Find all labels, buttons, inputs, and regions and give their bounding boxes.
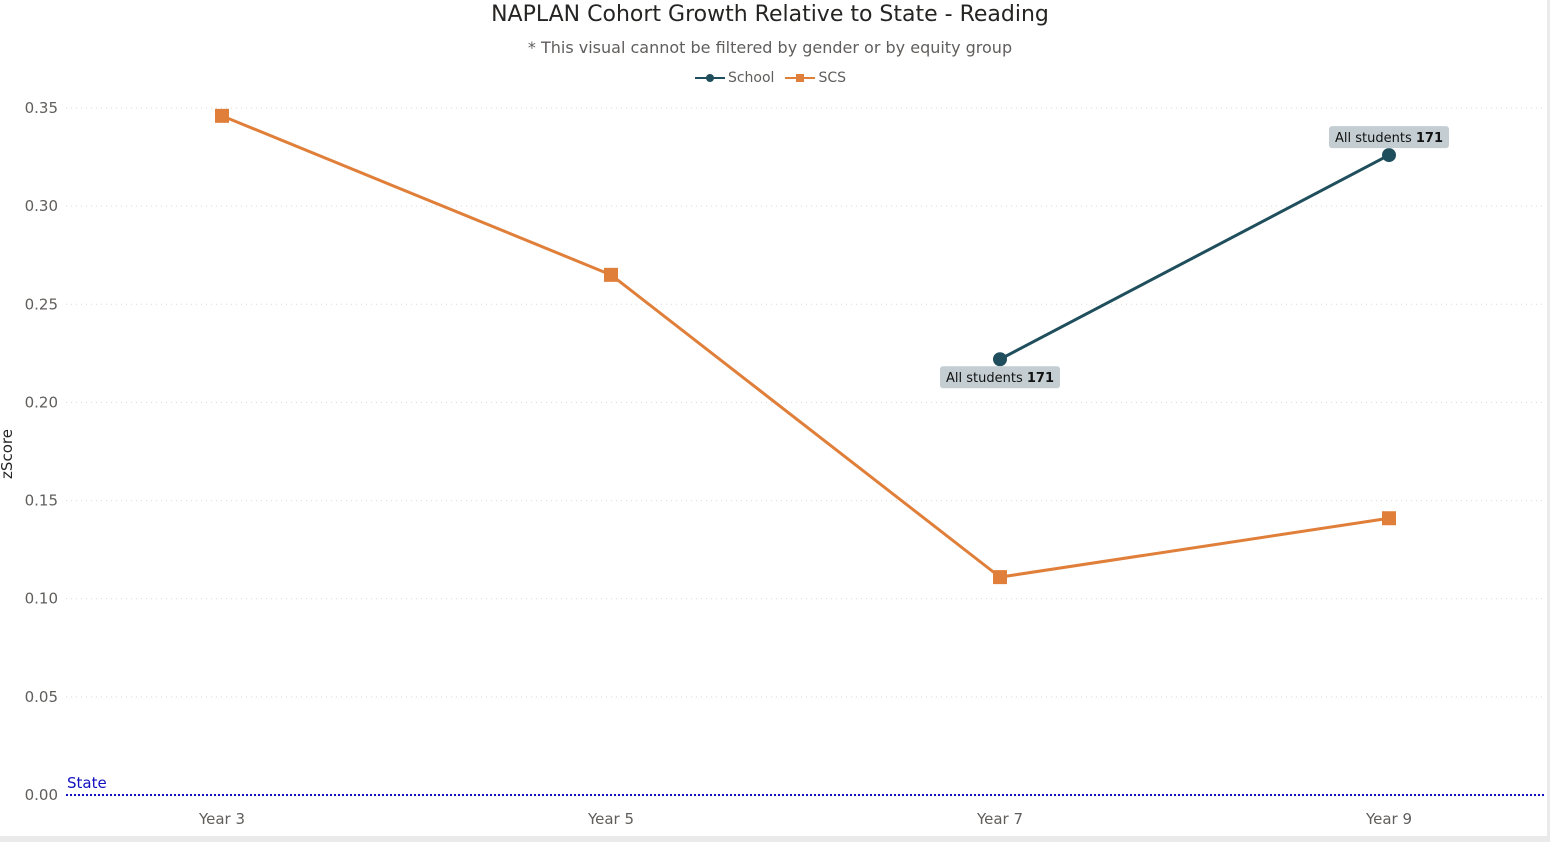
data-label-count: 171	[1027, 371, 1054, 386]
chart-legend[interactable]: School SCS	[0, 70, 1540, 86]
legend-scs-marker-icon	[785, 74, 816, 82]
x-tick-label: Year 9	[1365, 810, 1412, 828]
chart-title: NAPLAN Cohort Growth Relative to State -…	[491, 2, 1049, 27]
state-reference-label: State	[67, 774, 107, 792]
data-point-scs	[1382, 511, 1396, 526]
legend-school-marker-icon	[694, 74, 725, 82]
legend-label-scs: SCS	[818, 70, 847, 86]
bottom-border	[0, 836, 1550, 842]
y-tick-label: 0.35	[25, 99, 58, 117]
data-point-scs	[604, 267, 618, 282]
x-tick-label: Year 7	[976, 810, 1023, 828]
data-label-text: All students	[946, 371, 1027, 386]
data-label: All students 171	[946, 371, 1054, 386]
data-label-count: 171	[1416, 131, 1443, 146]
chart-subtitle: * This visual cannot be filtered by gend…	[527, 38, 1013, 57]
data-point-school	[1382, 148, 1396, 163]
data-label-background	[940, 366, 1060, 389]
legend-item-scs[interactable]: SCS	[784, 70, 846, 86]
data-point-scs	[993, 570, 1007, 585]
y-tick-label: 0.25	[25, 295, 58, 313]
right-border	[1547, 0, 1550, 842]
data-point-scs	[215, 108, 229, 123]
y-tick-label: 0.10	[25, 590, 58, 608]
series-line-school	[999, 153, 1390, 361]
x-tick-label: Year 5	[587, 810, 634, 828]
data-label-text: All students	[1335, 131, 1416, 146]
data-label: All students 171	[1335, 131, 1443, 146]
legend-item-school[interactable]: School	[694, 70, 774, 86]
legend-label-school: School	[727, 70, 775, 86]
series-line-scs	[221, 114, 1390, 579]
x-tick-label: Year 3	[198, 810, 245, 828]
y-tick-label: 0.30	[25, 197, 58, 215]
y-tick-label: 0.20	[25, 393, 58, 411]
y-tick-label: 0.05	[25, 688, 58, 706]
y-tick-label: 0.00	[25, 786, 58, 804]
data-point-school	[993, 352, 1007, 367]
y-tick-label: 0.15	[25, 492, 58, 510]
data-label-background	[1329, 126, 1449, 149]
